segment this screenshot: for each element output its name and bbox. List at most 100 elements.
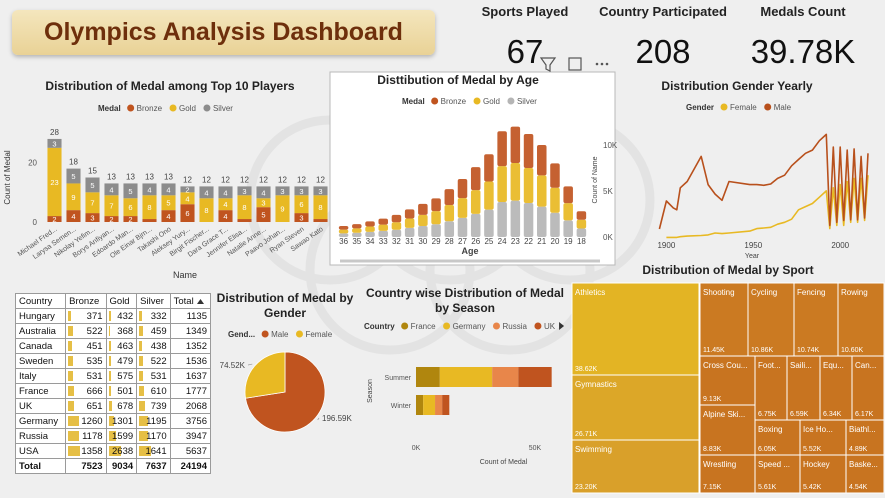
segment-label: 2 [52, 215, 56, 224]
data-bar [108, 431, 116, 441]
table-cell: 1536 [169, 353, 212, 369]
tile-label: Rowing [841, 288, 868, 297]
bar-segment [47, 216, 62, 222]
bar-segment [85, 192, 100, 214]
table-cell: 332 [136, 308, 171, 324]
data-bar [139, 371, 144, 381]
table-cell: 1260 [65, 413, 107, 429]
x-axis-title: Name [173, 270, 197, 280]
total-label: 12 [221, 175, 230, 184]
tile-value: 6.17K [855, 411, 874, 418]
y-tick-label: 0 [33, 218, 38, 227]
y-tick-label: Winter [391, 403, 412, 410]
legend-label: Male [774, 103, 792, 112]
tile-value: 8.83K [703, 446, 722, 453]
legend-marker [261, 330, 269, 338]
ribbon-segment [563, 186, 573, 204]
cell-text: 2068 [185, 400, 207, 412]
ribbon-segment [378, 224, 388, 231]
cell-text: 1301 [112, 415, 134, 427]
bar-segment [66, 168, 81, 184]
cell-text: 438 [150, 340, 167, 352]
ribbon-segment [484, 154, 494, 182]
bar-segment [47, 138, 62, 148]
bar-segment [313, 186, 328, 196]
segment-label: 4 [71, 212, 75, 221]
tile-value: 6.05K [758, 446, 777, 453]
cell-text: 1637 [185, 370, 207, 382]
segment-label: 5 [90, 181, 94, 190]
x-tick-label: 18 [577, 237, 586, 246]
cell-text: France [19, 385, 49, 397]
total-label: 12 [183, 175, 192, 184]
bar-segment [104, 195, 119, 217]
ribbon-segment [563, 203, 573, 221]
segment-label: 9 [71, 193, 75, 202]
more-options-icon[interactable] [595, 62, 609, 66]
total-cell: 9034 [105, 458, 138, 474]
table-cell: 368 [105, 323, 138, 339]
tile-label: Fencing [797, 288, 825, 297]
tile-label: Wrestling [703, 460, 736, 469]
cell-text: Italy [19, 370, 37, 382]
bar-segment [275, 195, 290, 222]
column-header[interactable]: Total [169, 293, 212, 309]
total-label: 12 [316, 175, 325, 184]
line [666, 175, 869, 239]
segment-label: 6 [185, 209, 189, 218]
segment-label: 8 [204, 206, 208, 215]
table-cell: 651 [65, 398, 107, 414]
table-row: Germany 1260 1301 1195 3756 [14, 413, 212, 429]
table-row: Hungary 371 432 332 1135 [14, 308, 212, 324]
bar-segment [85, 213, 100, 222]
treemap-tile [851, 355, 885, 421]
x-tick-label: 35 [352, 237, 361, 246]
ribbon-segment [523, 133, 534, 168]
tile-label: Equ... [823, 361, 844, 370]
total-label: 12 [297, 175, 306, 184]
cell-text: 432 [117, 310, 134, 322]
bar-segment [123, 198, 138, 217]
cell-text: 531 [150, 370, 167, 382]
data-bar [68, 356, 73, 366]
cell-text: 522 [150, 355, 167, 367]
ribbon-segment [550, 163, 560, 188]
table-cell: 531 [65, 368, 107, 384]
total-label: 28 [50, 128, 59, 137]
x-tick-label: 20 [551, 237, 560, 246]
segment-label: 4 [166, 212, 170, 221]
data-bar [68, 371, 73, 381]
segment-label: 5 [128, 187, 132, 196]
ribbon-segment [497, 166, 507, 203]
bar-segment [256, 198, 271, 208]
cell-text: 501 [117, 385, 134, 397]
x-tick-label: 32 [392, 237, 401, 246]
cell-text: 1349 [185, 325, 207, 337]
kpi-value: 208 [635, 33, 691, 70]
y-tick-label: 10K [603, 141, 618, 150]
data-bar [139, 401, 145, 411]
treemap-tile [699, 282, 749, 357]
legend-label: Germany [453, 322, 486, 331]
table-cell: 451 [65, 338, 107, 354]
data-bar [108, 371, 112, 381]
x-tick-label: 23 [511, 237, 520, 246]
y-tick-label: Summer [385, 375, 412, 382]
cell-text: 1178 [82, 430, 103, 442]
tile-label: Speed ... [758, 460, 790, 469]
data-bar [108, 326, 111, 336]
focus-mode-icon[interactable] [568, 57, 582, 71]
tile-label: Shooting [703, 288, 735, 297]
ribbon-segment [523, 202, 534, 237]
legend-marker [534, 322, 542, 330]
table-cell: 522 [136, 353, 171, 369]
ribbon-segment [352, 232, 362, 237]
table-cell: 531 [136, 368, 171, 384]
ribbon-segment [537, 145, 547, 176]
filter-icon[interactable] [539, 57, 557, 72]
cell-text: USA [19, 445, 39, 457]
data-bar [68, 326, 73, 336]
table-cell: 1637 [169, 368, 212, 384]
segment-label: 3 [261, 199, 265, 208]
ribbon-segment [378, 218, 388, 225]
